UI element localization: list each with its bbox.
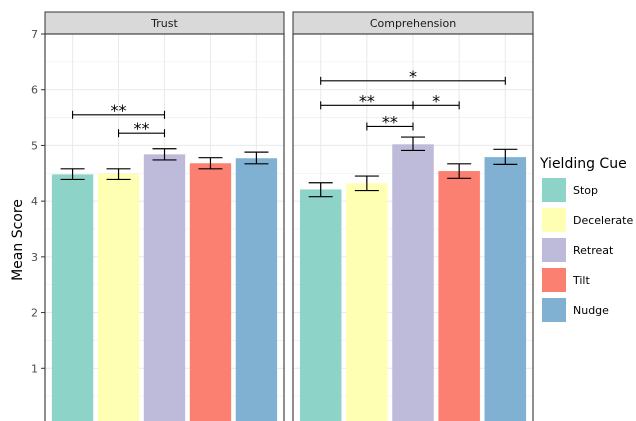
significance-bracket: *	[320, 67, 506, 86]
error-bar	[401, 136, 425, 152]
significance-label: **	[359, 91, 375, 110]
legend-title: Yielding Cue	[539, 156, 627, 172]
legend-swatch	[542, 178, 566, 202]
error-bar	[106, 168, 131, 181]
facet-strip-label: Trust	[150, 17, 178, 30]
legend-label: Retreat	[573, 244, 614, 257]
significance-bracket: **	[117, 119, 166, 138]
y-tick-label: 4	[31, 195, 38, 208]
bar-retreat	[143, 154, 186, 421]
legend-item-nudge: Nudge	[542, 298, 609, 322]
bar-nudge	[235, 158, 278, 421]
legend-swatch	[542, 238, 566, 262]
significance-label: **	[134, 119, 150, 138]
panel-border	[292, 33, 534, 421]
legend-item-tilt: Tilt	[542, 268, 590, 292]
significance-bracket: *	[412, 91, 460, 110]
bar-decelerate	[97, 173, 140, 421]
legend: Yielding Cue Stop Decelerate Retreat Tilt Nu…	[539, 156, 633, 322]
facet-panel-1: Trust ** **	[44, 11, 285, 421]
bar-decelerate	[346, 183, 388, 421]
bar-retreat	[392, 144, 434, 421]
facet-panel-2: Comprehension*** ***	[292, 11, 534, 421]
bar-tilt	[438, 171, 480, 421]
error-bar	[152, 148, 177, 161]
bar-stop	[299, 189, 342, 421]
y-axis-ticks: 1 2 3 4 5 6 7	[31, 28, 45, 375]
legend-item-stop: Stop	[542, 178, 598, 202]
error-bar	[354, 175, 379, 192]
legend-label: Decelerate	[573, 214, 633, 227]
error-bar	[493, 148, 518, 165]
y-tick-label: 2	[31, 307, 38, 320]
legend-item-decelerate: Decelerate	[542, 208, 633, 232]
significance-bracket: **	[72, 101, 166, 120]
legend-swatch	[542, 268, 566, 292]
legend-swatch	[542, 208, 566, 232]
significance-label: **	[111, 101, 127, 120]
significance-bracket: **	[320, 91, 414, 110]
significance-label: *	[409, 67, 417, 86]
legend-swatch	[542, 298, 566, 322]
legend-item-retreat: Retreat	[542, 238, 614, 262]
y-tick-label: 3	[31, 251, 38, 264]
error-bar	[308, 182, 333, 198]
facet-strip-label: Comprehension	[370, 17, 456, 30]
error-bar	[198, 157, 223, 170]
y-tick-label: 5	[31, 139, 38, 152]
y-tick-label: 1	[31, 362, 38, 375]
y-axis-title: Mean Score	[10, 199, 26, 281]
error-bar	[244, 151, 269, 165]
y-tick-label: 6	[31, 84, 38, 97]
error-bar	[447, 163, 472, 179]
legend-label: Tilt	[572, 274, 590, 287]
panel-border	[44, 33, 285, 421]
y-tick-label: 7	[31, 28, 38, 41]
significance-bracket: **	[366, 112, 414, 131]
error-bar	[60, 168, 85, 181]
legend-label: Nudge	[573, 304, 609, 317]
significance-label: **	[382, 112, 398, 131]
bar-stop	[51, 174, 94, 421]
bar-tilt	[189, 163, 232, 421]
legend-label: Stop	[573, 184, 598, 197]
facet-panels: Trust****Comprehension*** ***	[44, 11, 534, 421]
significance-label: *	[432, 91, 440, 110]
bar-nudge	[484, 157, 527, 421]
